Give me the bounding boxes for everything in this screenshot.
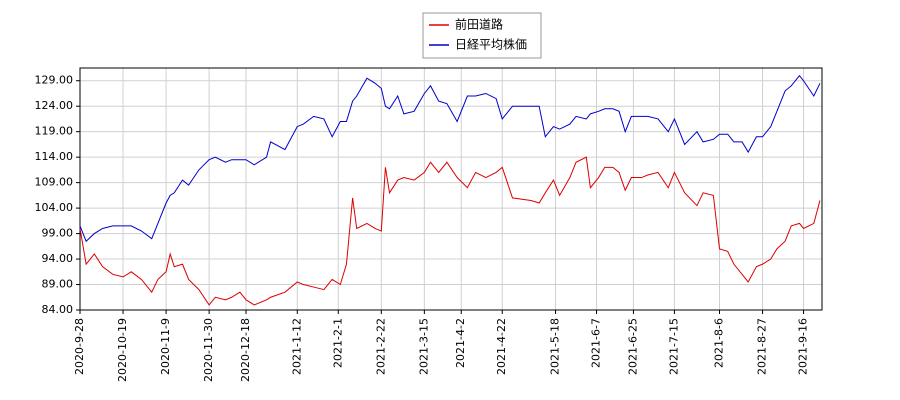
y-tick-label: 114.00 <box>35 150 74 163</box>
y-tick-label: 104.00 <box>35 201 74 214</box>
x-tick-label: 2021-9-16 <box>797 318 810 375</box>
x-tick-label: 2021-4-2 <box>454 318 467 368</box>
x-tick-label: 2021-7-15 <box>667 318 680 375</box>
y-tick-label: 124.00 <box>35 99 74 112</box>
x-tick-label: 2021-2-1 <box>331 318 344 368</box>
x-tick-label: 2021-3-15 <box>417 318 430 375</box>
y-tick-label: 89.00 <box>42 278 74 291</box>
x-tick-label: 2020-10-19 <box>116 318 129 382</box>
legend-label: 前田道路 <box>455 17 503 32</box>
x-tick-label: 2021-8-27 <box>756 318 769 375</box>
x-tick-label: 2021-6-7 <box>590 318 603 368</box>
x-tick-label: 2021-2-22 <box>374 318 387 375</box>
y-tick-label: 94.00 <box>42 252 74 265</box>
x-tick-label: 2021-4-22 <box>495 318 508 375</box>
x-tick-label: 2021-5-18 <box>549 318 562 375</box>
y-tick-label: 119.00 <box>35 125 74 138</box>
series-line <box>79 156 821 306</box>
x-tick-label: 2021-1-12 <box>290 318 303 375</box>
legend-box <box>422 12 542 59</box>
x-tick-label: 2020-11-9 <box>159 318 172 375</box>
x-tick-label: 2021-8-6 <box>713 318 726 368</box>
x-tick-label: 2020-9-28 <box>73 318 86 375</box>
y-tick-label: 109.00 <box>35 176 74 189</box>
x-tick-label: 2020-11-30 <box>202 318 215 382</box>
y-tick-label: 129.00 <box>35 74 74 87</box>
y-tick-label: 84.00 <box>42 303 74 316</box>
legend-label: 日経平均株価 <box>455 37 527 52</box>
x-tick-label: 2021-6-25 <box>626 318 639 375</box>
plot-frame <box>79 67 823 311</box>
series-line <box>79 74 821 243</box>
y-tick-label: 99.00 <box>42 227 74 240</box>
x-tick-label: 2020-12-18 <box>239 318 252 382</box>
